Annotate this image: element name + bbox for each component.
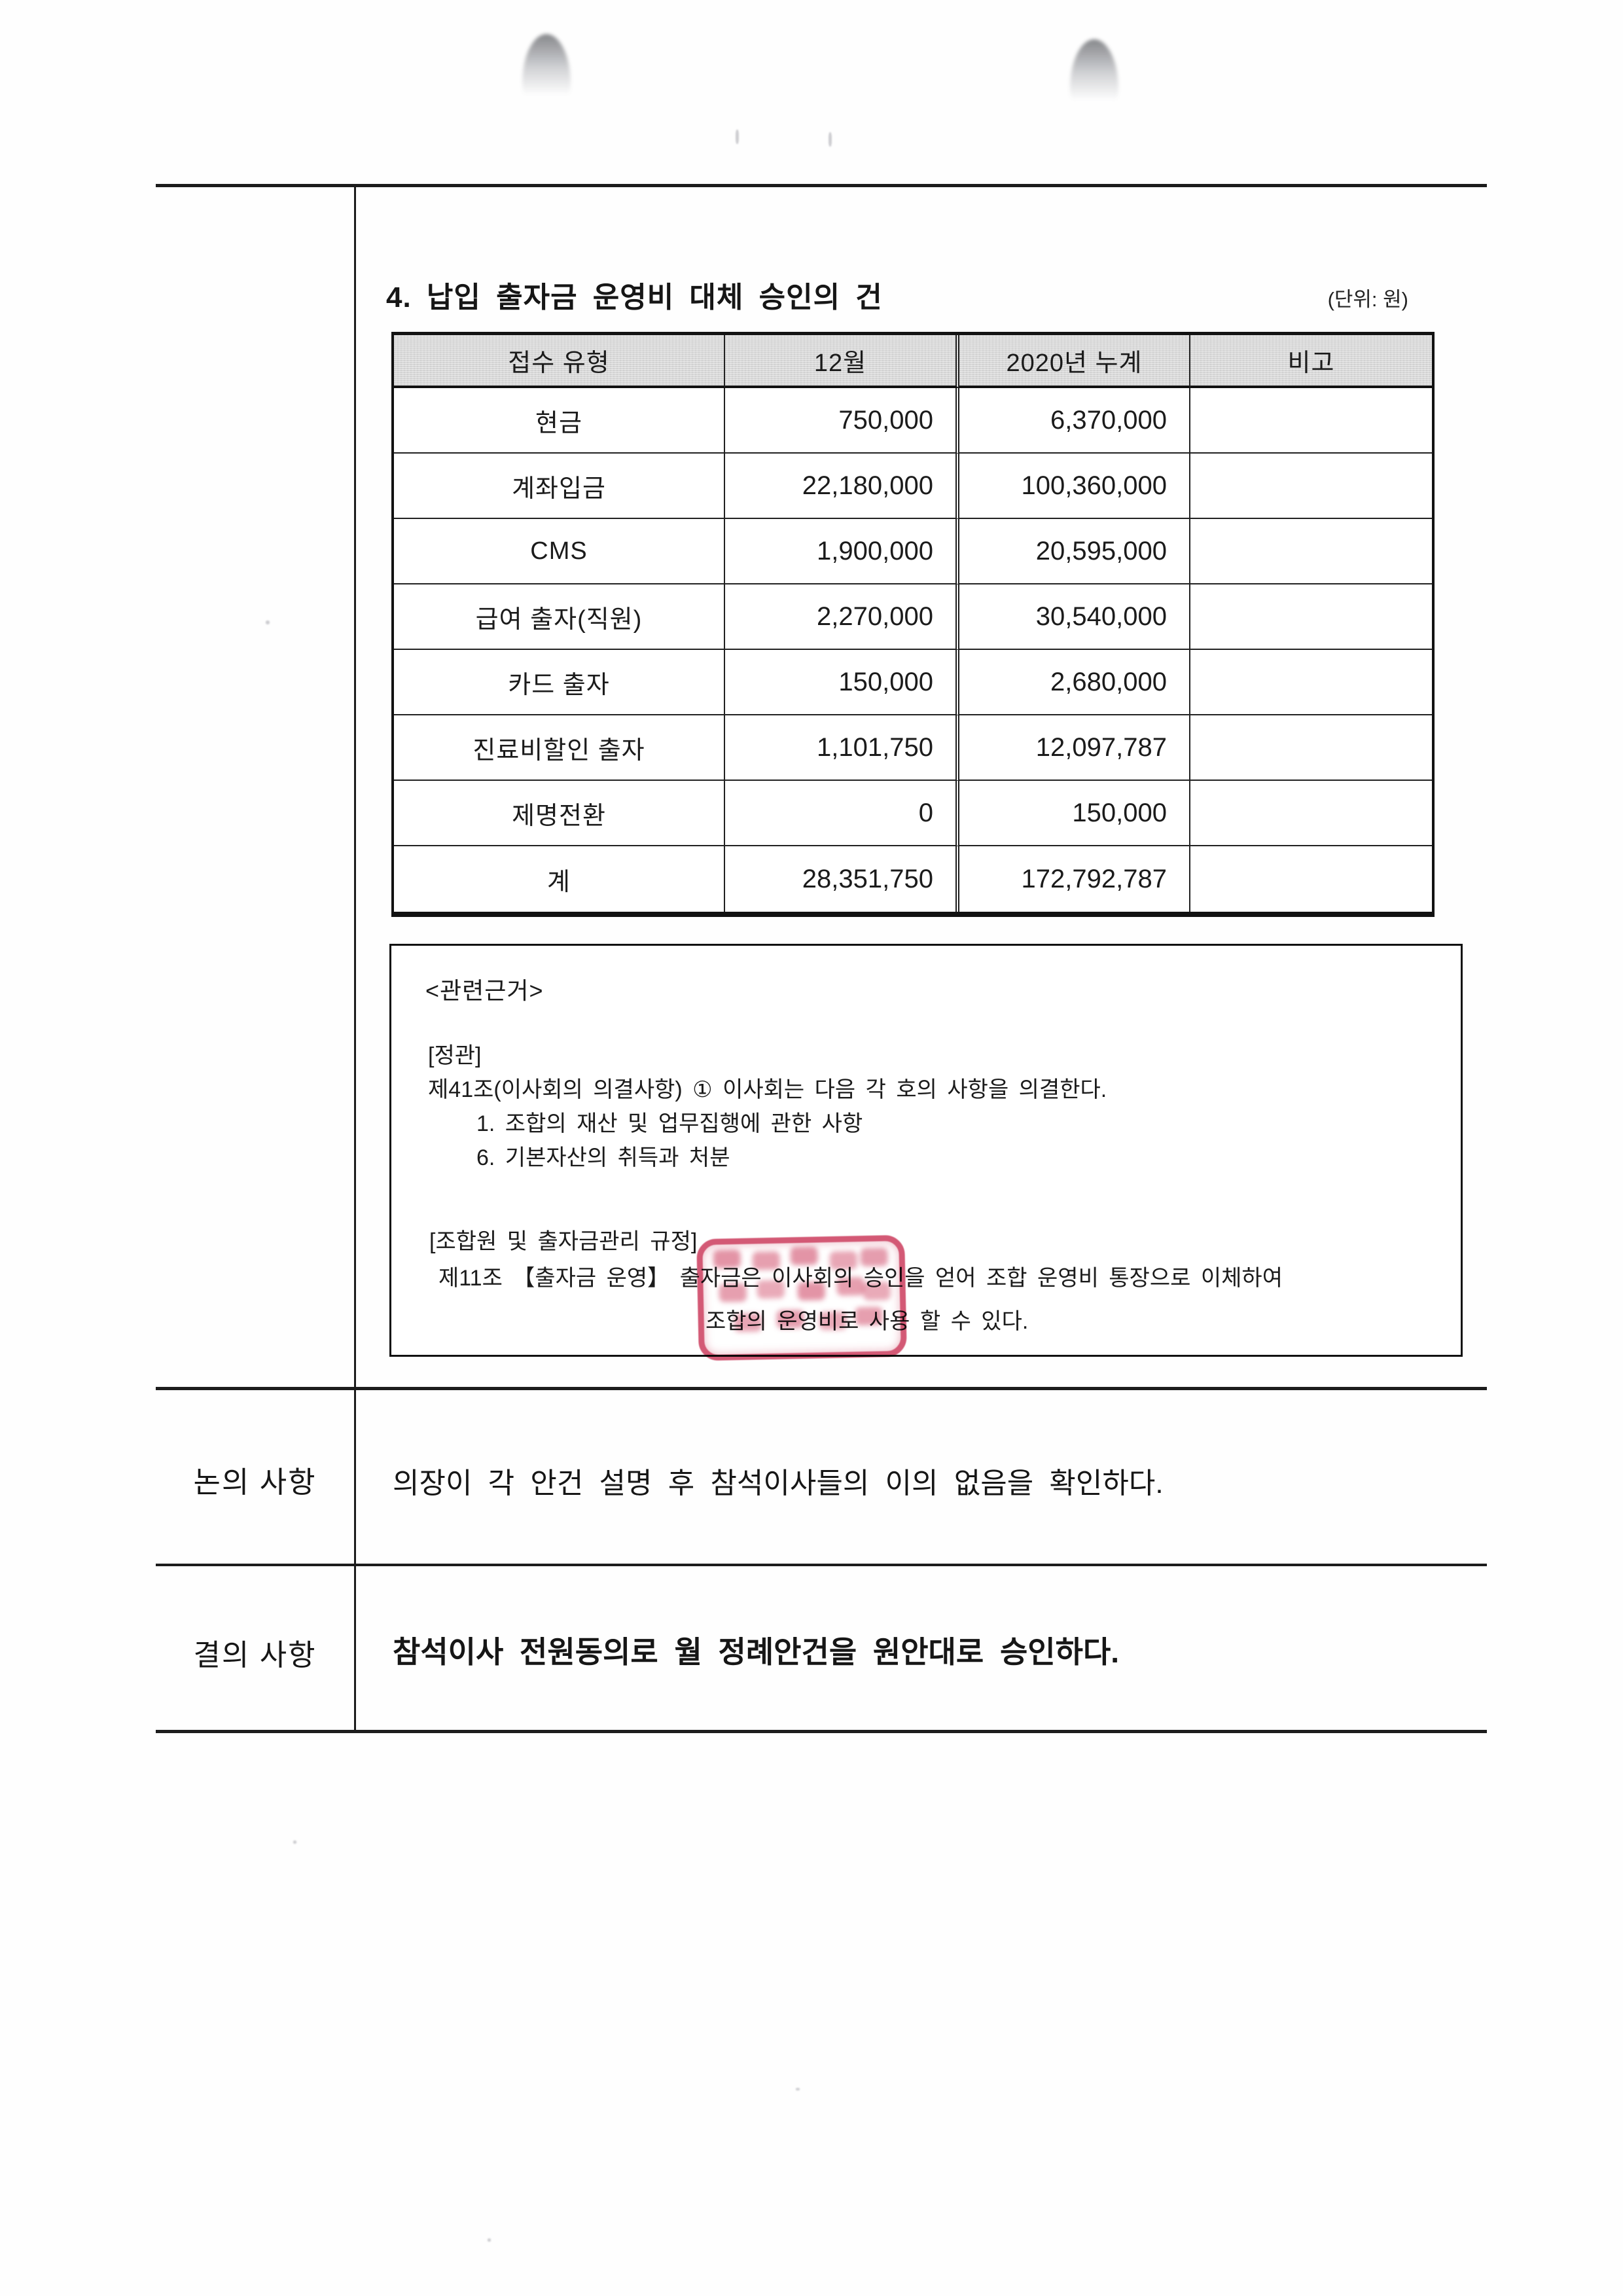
table-cell-note — [1190, 781, 1432, 846]
table-cell-cumulative: 6,370,000 — [959, 388, 1190, 454]
table-row-label: CMS — [394, 519, 725, 584]
article-41-item-6: 6. 기본자산의 취득과 처분 — [476, 1145, 730, 1170]
table-header-note: 비고 — [1190, 335, 1432, 388]
table-cell-cumulative-total: 172,792,787 — [959, 846, 1190, 912]
table-cell-december: 750,000 — [725, 388, 959, 454]
related-basis-box: <관련근거> [정관] 제41조(이사회의 의결사항) ① 이사회는 다음 각 … — [389, 944, 1463, 1357]
resolution-text: 참석이사 전원동의로 월 정례안건을 원안대로 승인하다. — [393, 1635, 1120, 1669]
table-cell-december: 1,900,000 — [725, 519, 959, 584]
discussion-row-top-rule — [156, 1387, 1487, 1390]
related-basis-heading: <관련근거> — [425, 977, 544, 1004]
table-row-label: 카드 출자 — [394, 650, 725, 715]
unit-note: (단위: 원) — [1327, 288, 1408, 311]
article-11-line-2: 조합의 운영비로 사용 할 수 있다. — [705, 1309, 1029, 1334]
punch-hole-shadow — [522, 34, 571, 119]
table-cell-note — [1190, 650, 1432, 715]
article-11-line-1: 제11조 【출자금 운영】 출자금은 이사회의 승인을 얻어 조합 운영비 통장… — [438, 1266, 1283, 1291]
table-cell-december-total: 28,351,750 — [725, 846, 959, 912]
table-cell-note — [1190, 584, 1432, 650]
table-row-label: 진료비할인 출자 — [394, 715, 725, 781]
article-41-text: 제41조(이사회의 의결사항) ① 이사회는 다음 각 호의 사항을 의결한다. — [428, 1077, 1107, 1102]
table-row-label: 현금 — [394, 388, 725, 454]
table-row-label: 계좌입금 — [394, 454, 725, 519]
table-cell-cumulative: 30,540,000 — [959, 584, 1190, 650]
scan-artifact — [736, 130, 739, 144]
table-cell-note — [1190, 388, 1432, 454]
scan-artifact — [488, 2238, 491, 2242]
article-41-item-1: 1. 조합의 재산 및 업무집행에 관한 사항 — [476, 1111, 863, 1136]
left-column-divider — [354, 185, 356, 1732]
table-cell-december: 22,180,000 — [725, 454, 959, 519]
discussion-text: 의장이 각 안건 설명 후 참석이사들의 이의 없음을 확인하다. — [393, 1467, 1164, 1499]
table-cell-december: 2,270,000 — [725, 584, 959, 650]
table-cell-note — [1190, 715, 1432, 781]
table-row-label: 제명전환 — [394, 781, 725, 846]
punch-hole-shadow — [1070, 39, 1118, 124]
table-cell-cumulative: 150,000 — [959, 781, 1190, 846]
bylaws-label: [정관] — [428, 1043, 482, 1068]
scan-artifact — [829, 132, 832, 147]
resolution-row-label: 결의 사항 — [193, 1638, 317, 1672]
table-cell-cumulative: 20,595,000 — [959, 519, 1190, 584]
approval-stamp — [696, 1234, 907, 1361]
scan-artifact — [293, 1840, 296, 1844]
bottom-rule — [156, 1730, 1487, 1733]
scan-artifact — [796, 2088, 800, 2090]
table-cell-december: 150,000 — [725, 650, 959, 715]
discussion-row-label: 논의 사항 — [193, 1465, 317, 1499]
table-header-2020-cumulative: 2020년 누계 — [959, 335, 1190, 388]
table-header-december: 12월 — [725, 335, 959, 388]
table-cell-cumulative: 12,097,787 — [959, 715, 1190, 781]
table-row-label: 급여 출자(직원) — [394, 584, 725, 650]
top-rule — [156, 184, 1487, 187]
table-cell-note — [1190, 846, 1432, 912]
contribution-table: 접수 유형 12월 2020년 누계 비고 현금 750,000 6,370,0… — [391, 332, 1435, 917]
table-cell-cumulative: 100,360,000 — [959, 454, 1190, 519]
stamp-ink-marks — [713, 1249, 741, 1268]
table-cell-note — [1190, 454, 1432, 519]
table-cell-december: 0 — [725, 781, 959, 846]
table-header-receipt-type: 접수 유형 — [394, 335, 725, 388]
table-cell-december: 1,101,750 — [725, 715, 959, 781]
resolution-row-top-rule — [156, 1564, 1487, 1566]
table-row-label-total: 계 — [394, 846, 725, 912]
agenda-title: 4. 납입 출자금 운영비 대체 승인의 건 — [386, 281, 883, 314]
table-cell-note — [1190, 519, 1432, 584]
table-cell-cumulative: 2,680,000 — [959, 650, 1190, 715]
regulation-label: [조합원 및 출자금관리 규정] — [429, 1229, 698, 1254]
scan-artifact — [266, 620, 270, 624]
